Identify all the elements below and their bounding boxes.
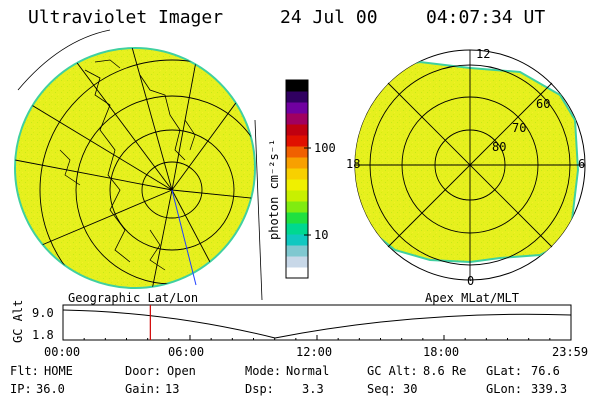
colorbar [285, 79, 311, 279]
altitude-plot [62, 304, 572, 341]
colorbar-band [286, 168, 308, 180]
status-dsp-key: Dsp: [245, 382, 274, 396]
colorbar-frame [285, 79, 309, 279]
altitude-xtick-4: 23:59 [552, 345, 589, 359]
geographic-image [14, 29, 263, 301]
status-dsp-value: 3.3 [302, 382, 324, 396]
status-gain-value: 13 [165, 382, 180, 396]
status-flt-value: HOME [44, 364, 73, 378]
left-projection-label: Geographic Lat/Lon [68, 291, 199, 305]
colorbar-tick-10: 10 [314, 228, 329, 242]
mlt-label-6: 6 [578, 157, 586, 171]
colorbar-band [286, 124, 308, 136]
colorbar-band [286, 256, 308, 268]
altitude-ytick-bottom: 1.8 [32, 328, 54, 342]
colorbar-band [286, 135, 308, 147]
status-mode-value: Normal [286, 364, 330, 378]
colorbar-band [286, 245, 308, 257]
colorbar-band [286, 113, 308, 125]
status-seq-key: Seq: [367, 382, 396, 396]
altitude-xtick-0: 00:00 [44, 345, 81, 359]
colorbar-band [286, 179, 308, 191]
colorbar-band [286, 223, 308, 235]
altitude-ylabel: GC Alt [11, 299, 25, 343]
time-label: 04:07:34 UT [426, 7, 546, 28]
status-door-key: Door: [125, 364, 162, 378]
status-glat-key: GLat: [486, 364, 523, 378]
status-glon-key: GLon: [486, 382, 523, 396]
status-glat-value: 76.6 [531, 364, 560, 378]
colorbar-band [286, 157, 308, 169]
colorbar-band [286, 201, 308, 213]
status-glon-value: 339.3 [531, 382, 568, 396]
colorbar-band [286, 190, 308, 202]
colorbar-band [286, 102, 308, 114]
status-seq-value: 30 [403, 382, 418, 396]
right-projection-label: Apex MLat/MLT [425, 291, 519, 305]
colorbar-tick-100: 100 [314, 141, 336, 155]
colorbar-band [286, 267, 308, 279]
colorbar-band [286, 80, 308, 92]
status-gcalt-value: 8.6 Re [423, 364, 467, 378]
status-gcalt-key: GC Alt: [367, 364, 418, 378]
instrument-title: Ultraviolet Imager [28, 7, 224, 28]
colorbar-unit-label: photon cm⁻²s⁻¹ [267, 138, 281, 240]
status-mode-key: Mode: [245, 364, 282, 378]
status-flt-key: Flt: [10, 364, 39, 378]
status-gain-key: Gain: [125, 382, 162, 396]
mlat-label-60: 60 [536, 97, 551, 111]
mlat-label-80: 80 [492, 140, 507, 154]
status-ip-value: 36.0 [36, 382, 65, 396]
mlt-label-18: 18 [346, 157, 361, 171]
altitude-ytick-top: 9.0 [32, 306, 54, 320]
mlat-label-70: 70 [512, 121, 527, 135]
date-label: 24 Jul 00 [280, 7, 378, 28]
mlt-label-12: 12 [476, 47, 491, 61]
colorbar-band [286, 234, 308, 246]
mlt-label-0: 0 [467, 274, 475, 288]
altitude-xtick-2: 12:00 [296, 345, 333, 359]
altitude-xtick-1: 06:00 [168, 345, 205, 359]
colorbar-band [286, 146, 308, 158]
status-door-value: Open [167, 364, 196, 378]
altitude-xtick-3: 18:00 [423, 345, 460, 359]
colorbar-band [286, 91, 308, 103]
apex-image [354, 49, 586, 281]
colorbar-band [286, 212, 308, 224]
status-ip-key: IP: [10, 382, 32, 396]
